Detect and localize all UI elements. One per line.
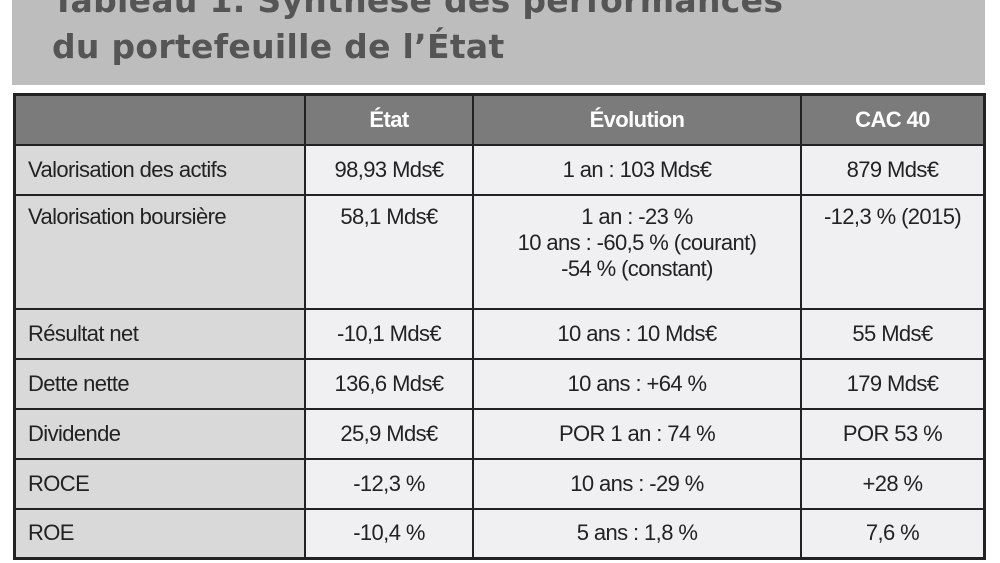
- cell-evolution: POR 1 an : 74 %: [472, 407, 802, 460]
- row-label: Dividende: [13, 407, 306, 460]
- cell-evolution: 10 ans : +64 %: [472, 357, 802, 410]
- cell-cac40: 879 Mds€: [800, 143, 986, 196]
- cell-evolution: 10 ans : -29 %: [472, 457, 802, 510]
- table-row: Valorisation des actifs 98,93 Mds€ 1 an : …: [13, 143, 986, 196]
- table-row: ROCE -12,3 % 10 ans : -29 % +28 %: [13, 457, 986, 510]
- row-label: ROE: [13, 507, 306, 560]
- cell-evolution: 1 an : 103 Mds€: [472, 143, 802, 196]
- table-row: Résultat net -10,1 Mds€ 10 ans : 10 Mds€ 55…: [13, 307, 986, 360]
- evolution-line: 10 ans : 10 Mds€: [557, 320, 717, 346]
- title-line-2: du portefeuille de l’État: [52, 27, 505, 66]
- row-label: Valorisation des actifs: [13, 143, 306, 196]
- row-label: Valorisation boursière: [13, 193, 306, 310]
- header-cac40: CAC 40: [800, 93, 986, 146]
- evolution-line: 1 an : -23 %: [581, 203, 693, 229]
- cell-etat: 25,9 Mds€: [304, 407, 474, 460]
- cell-cac40: 179 Mds€: [800, 357, 986, 410]
- header-evolution: Évolution: [472, 93, 802, 146]
- cell-evolution: 5 ans : 1,8 %: [472, 507, 802, 560]
- evolution-line: 10 ans : -29 %: [570, 470, 704, 496]
- cell-etat: -10,1 Mds€: [304, 307, 474, 360]
- row-label: ROCE: [13, 457, 306, 510]
- cell-etat: -10,4 %: [304, 507, 474, 560]
- evolution-line: 10 ans : -60,5 % (courant): [517, 229, 757, 255]
- cell-evolution: 1 an : -23 % 10 ans : -60,5 % (courant) -5…: [472, 193, 802, 310]
- header-etat: État: [304, 93, 474, 146]
- evolution-line: POR 1 an : 74 %: [558, 420, 716, 446]
- table-row: Valorisation boursière 58,1 Mds€ 1 an : -2…: [13, 193, 986, 310]
- cell-cac40: -12,3 % (2015): [800, 193, 986, 310]
- cell-etat: 58,1 Mds€: [304, 193, 474, 310]
- title-band: Tableau 1. Synthèse des performances du …: [12, 0, 985, 85]
- cell-etat: 136,6 Mds€: [304, 357, 474, 410]
- row-label: Dette nette: [13, 357, 306, 410]
- header-empty: [13, 93, 306, 146]
- header-row: État Évolution CAC 40: [13, 93, 986, 146]
- cell-cac40: 55 Mds€: [800, 307, 986, 360]
- evolution-line: 10 ans : +64 %: [567, 370, 708, 396]
- cell-etat: -12,3 %: [304, 457, 474, 510]
- table-title: Tableau 1. Synthèse des performances du …: [52, 0, 783, 70]
- evolution-line: 5 ans : 1,8 %: [576, 520, 698, 546]
- table-row: Dette nette 136,6 Mds€ 10 ans : +64 % 179 M…: [13, 357, 986, 410]
- evolution-line: 1 an : 103 Mds€: [562, 156, 712, 182]
- cell-etat: 98,93 Mds€: [304, 143, 474, 196]
- evolution-line: -54 % (constant): [561, 255, 713, 281]
- table-row: Dividende 25,9 Mds€ POR 1 an : 74 % POR 53 …: [13, 407, 986, 460]
- cell-evolution: 10 ans : 10 Mds€: [472, 307, 802, 360]
- cell-cac40: 7,6 %: [800, 507, 986, 560]
- cell-cac40: +28 %: [800, 457, 986, 510]
- performance-table: État Évolution CAC 40 Valorisation des a…: [13, 93, 986, 560]
- row-label: Résultat net: [13, 307, 306, 360]
- cell-cac40: POR 53 %: [800, 407, 986, 460]
- table-row: ROE -10,4 % 5 ans : 1,8 % 7,6 %: [13, 507, 986, 560]
- title-line-1: Tableau 1. Synthèse des performances: [52, 0, 784, 20]
